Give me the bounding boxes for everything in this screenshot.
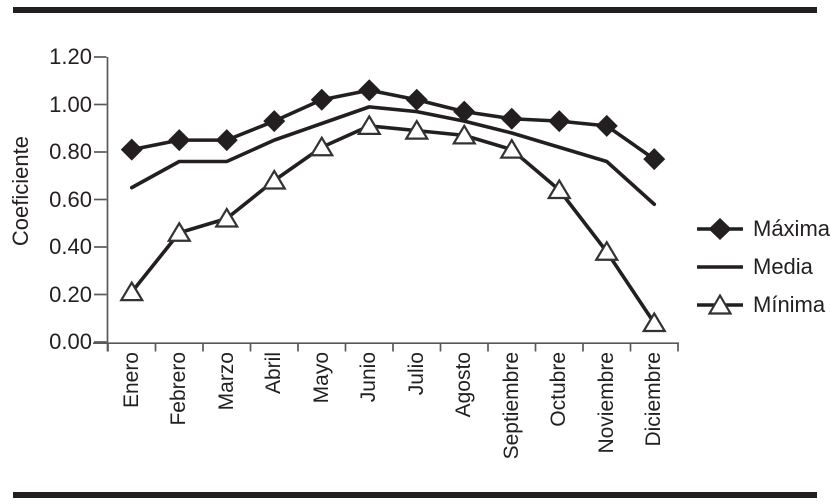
triangle-marker <box>594 240 620 261</box>
top-rule <box>13 7 817 13</box>
triangle-marker <box>309 135 335 157</box>
triangle-marker <box>404 118 430 140</box>
x-tick-label: Julio <box>404 352 428 396</box>
series-line-media <box>129 105 657 207</box>
x-tick-label: Marzo <box>214 352 238 411</box>
triangle-marker <box>451 123 477 145</box>
open-triangle-icon <box>697 292 743 315</box>
triangle-marker <box>546 178 572 200</box>
diamond-marker <box>168 129 191 152</box>
y-tick-label: 1.00 <box>49 91 92 117</box>
diamond-marker <box>310 88 333 111</box>
y-tick-label: 0.60 <box>49 186 92 212</box>
triangle-marker <box>356 114 382 135</box>
triangle-marker <box>214 206 240 228</box>
diamond-marker <box>643 148 666 171</box>
y-tick-label: 0.00 <box>49 329 92 354</box>
x-tick-label: Agosto <box>452 352 476 418</box>
x-tick-label: Enero <box>119 352 143 409</box>
diamond-marker <box>120 138 143 161</box>
y-tick-label: 0.80 <box>49 139 92 164</box>
triangle-marker <box>166 221 192 242</box>
y-tick-label: 0.20 <box>49 281 92 307</box>
diamond-marker <box>263 110 286 133</box>
diamond-marker <box>548 110 571 133</box>
x-tick-label: Septiembre <box>499 352 523 460</box>
diamond-marker <box>358 79 381 102</box>
legend-item-minima: Mínima <box>696 291 830 318</box>
legend: Máxima Media Mínima <box>696 215 830 318</box>
x-tick-label: Noviembre <box>594 352 618 454</box>
triangle-marker <box>119 280 145 302</box>
diamond-marker <box>215 129 238 152</box>
legend-label-media: Media <box>753 253 813 279</box>
x-tick-label: Junio <box>357 352 381 403</box>
y-tick-label: 1.20 <box>49 44 92 69</box>
x-tick-label: Mayo <box>309 352 333 404</box>
triangle-marker <box>499 137 525 159</box>
triangle-marker <box>261 168 287 190</box>
bottom-rule <box>13 492 817 498</box>
x-tick-label: Diciembre <box>642 352 666 447</box>
diamond-marker <box>405 88 428 111</box>
diamond-marker <box>595 114 618 137</box>
y-tick-label: 0.40 <box>49 234 92 259</box>
diamond-marker <box>453 100 476 123</box>
legend-label-minima: Mínima <box>753 291 826 317</box>
line-icon <box>697 264 743 269</box>
series-line-mínima <box>129 124 657 325</box>
x-tick-label: Febrero <box>167 352 191 426</box>
x-tick-label: Octubre <box>547 352 571 427</box>
x-tick-label: Abril <box>262 352 286 395</box>
legend-item-maxima: Máxima <box>696 215 830 242</box>
legend-label-maxima: Máxima <box>753 215 830 241</box>
diamond-marker <box>500 107 523 130</box>
triangle-marker <box>641 311 667 333</box>
filled-diamond-icon <box>697 217 743 240</box>
series-line-máxima <box>129 88 657 161</box>
legend-item-media: Media <box>696 253 830 280</box>
